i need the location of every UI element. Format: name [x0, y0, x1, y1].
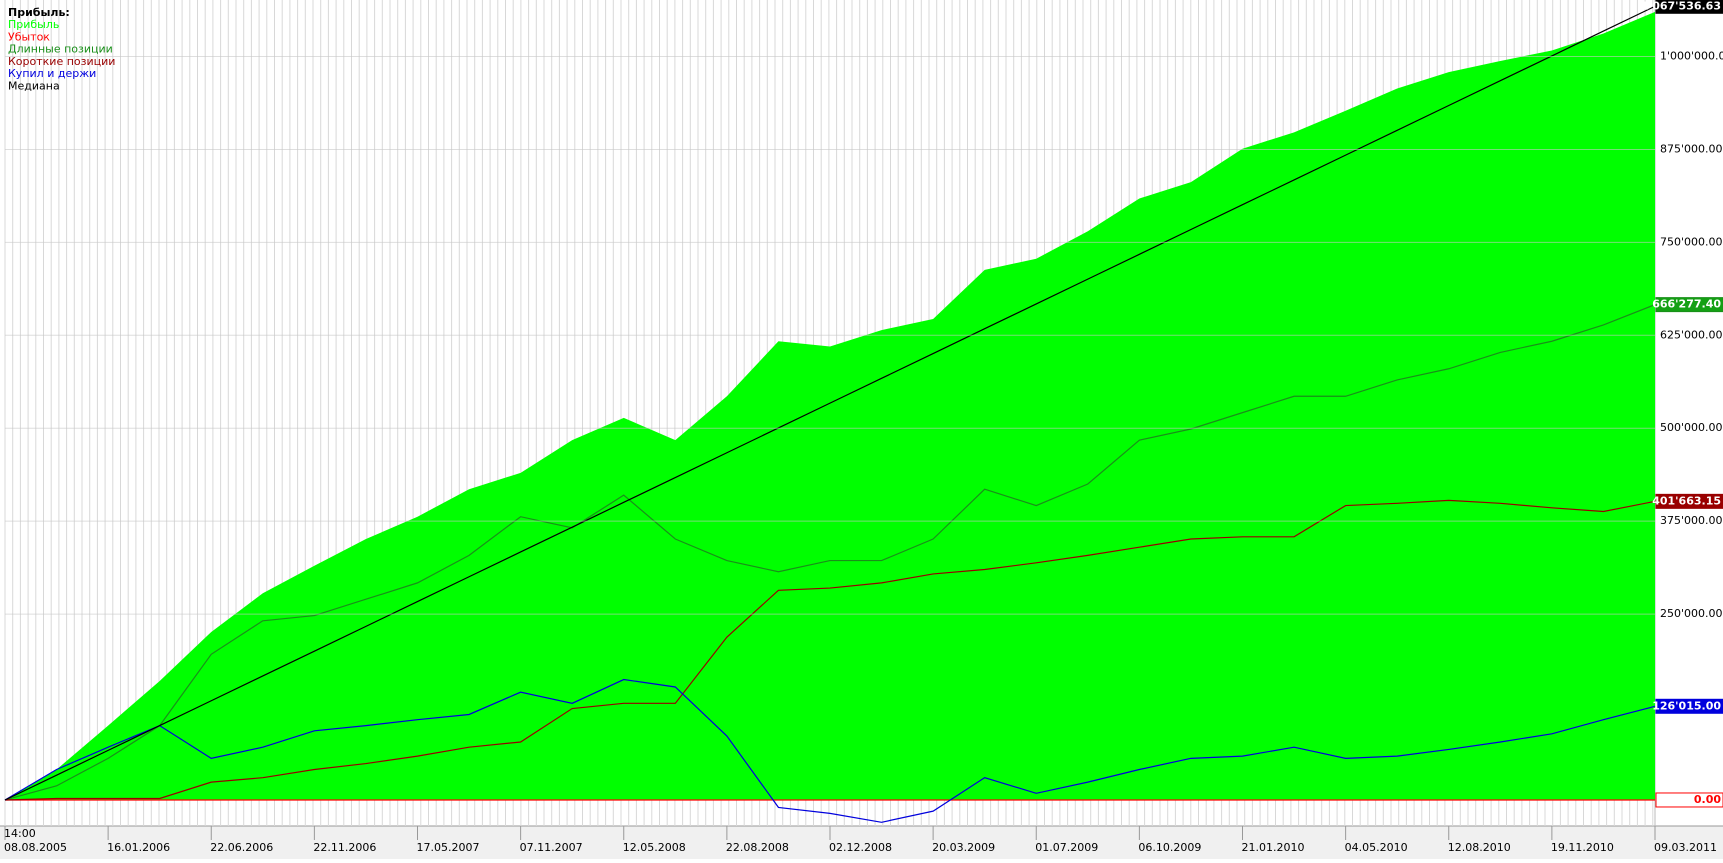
legend-entry: Короткие позиции [8, 55, 115, 68]
y-tick-label: 625'000.00 [1660, 328, 1723, 341]
profit-area [5, 11, 1655, 800]
value-label: 1'067'536.63 [1641, 0, 1721, 12]
value-label: 126'015.00 [1652, 699, 1721, 712]
x-tick-label: 22.11.2006 [313, 841, 376, 854]
series-line [4, 678, 1656, 823]
x-tick-label: 08.08.2005 [4, 841, 67, 854]
series-line [4, 5, 1656, 801]
series-line [4, 499, 1656, 801]
time-label: 14:00 [4, 827, 36, 840]
x-tick-label: 12.08.2010 [1448, 841, 1511, 854]
value-badge [1655, 698, 1723, 714]
y-tick-label: 375'000.00 [1660, 514, 1723, 527]
legend-title: Прибыль: [8, 6, 70, 19]
x-tick-label: 06.10.2009 [1138, 841, 1201, 854]
x-tick-label: 02.12.2008 [829, 841, 892, 854]
x-tick-label: 04.05.2010 [1345, 841, 1408, 854]
x-tick-label: 22.06.2006 [210, 841, 273, 854]
x-tick-label: 12.05.2008 [623, 841, 686, 854]
y-tick-label: 875'000.00 [1660, 142, 1723, 155]
x-tick-label: 20.03.2009 [932, 841, 995, 854]
x-tick-label: 17.05.2007 [417, 841, 480, 854]
x-tick-label: 21.01.2010 [1242, 841, 1305, 854]
legend-entry: Купил и держи [8, 67, 96, 80]
series-line [4, 304, 1656, 801]
value-badge [1655, 0, 1723, 14]
legend-entry: Прибыль [8, 18, 59, 31]
legend-entry: Длинные позиции [8, 43, 113, 56]
value-label: 0.00 [1694, 793, 1721, 806]
y-tick-label: 250'000.00 [1660, 607, 1723, 620]
value-badge [1655, 493, 1723, 509]
y-tick-label: 500'000.00 [1660, 421, 1723, 434]
x-tick-label: 19.11.2010 [1551, 841, 1614, 854]
value-label: 401'663.15 [1652, 494, 1721, 507]
value-badge [1655, 792, 1723, 808]
x-tick-label: 09.03.2011 [1654, 841, 1717, 854]
value-label: 666'277.40 [1652, 298, 1721, 311]
value-badge [1655, 297, 1723, 313]
lines [4, 5, 1656, 823]
x-tick-label: 01.07.2009 [1035, 841, 1098, 854]
time-axis-band [0, 826, 1723, 859]
y-tick-label: 1'000'000.00 [1660, 50, 1723, 63]
legend-entry: Медиана [8, 80, 60, 93]
x-tick-label: 07.11.2007 [520, 841, 583, 854]
legend-entry: Убыток [8, 30, 50, 43]
x-tick-label: 22.08.2008 [726, 841, 789, 854]
x-tick-label: 16.01.2006 [107, 841, 170, 854]
plot [5, 11, 1655, 800]
y-tick-label: 750'000.00 [1660, 235, 1723, 248]
